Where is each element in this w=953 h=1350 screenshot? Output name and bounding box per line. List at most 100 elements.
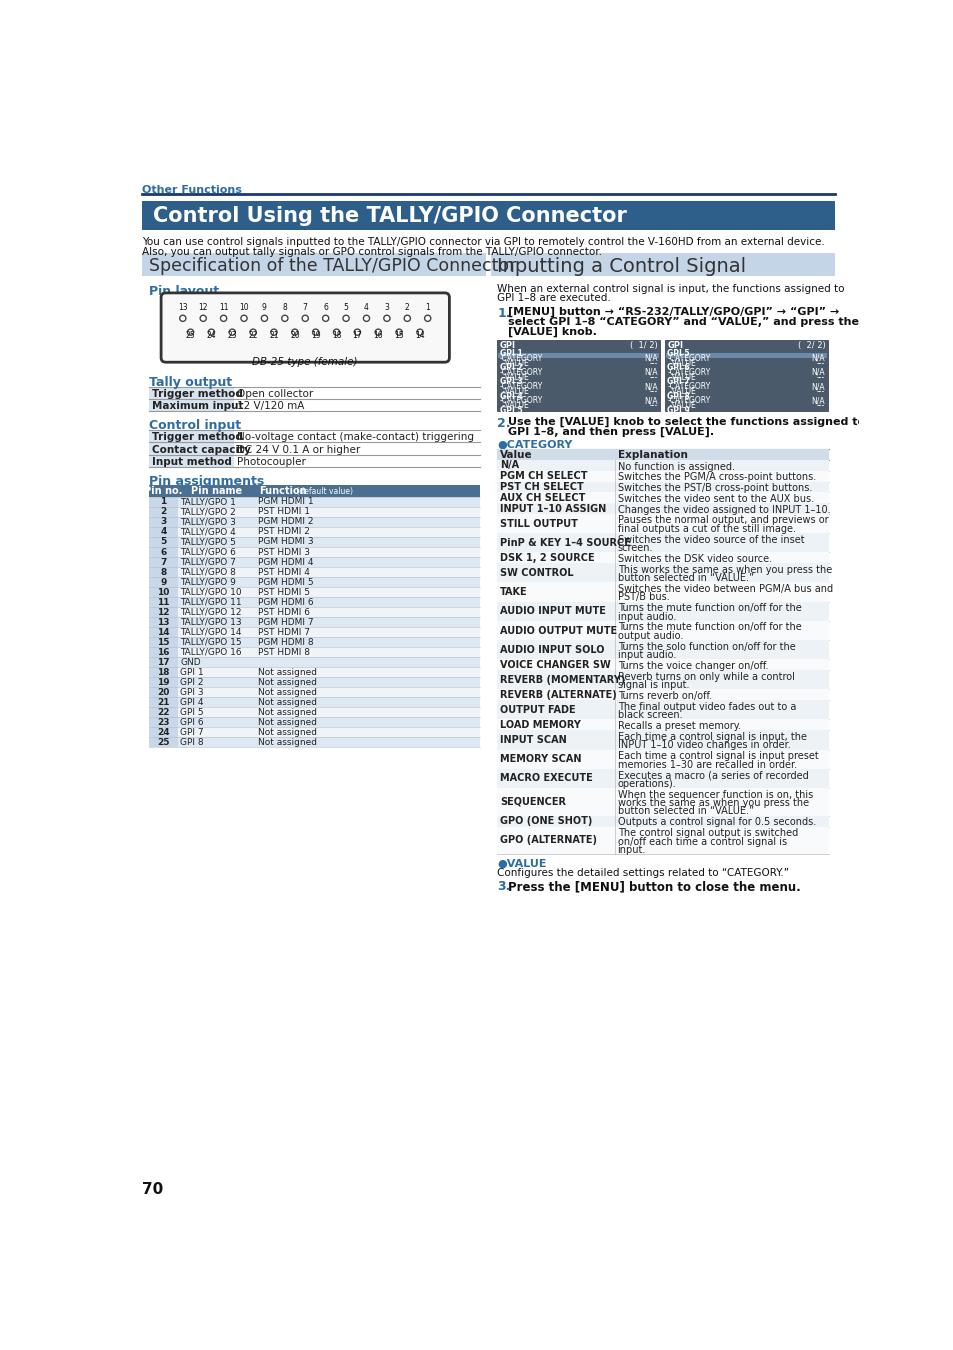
Circle shape: [404, 316, 410, 321]
Text: GPI: GPI: [666, 342, 682, 351]
Text: [MENU] button → “RS-232/TALLY/GPO/GPI” → “GPI” →: [MENU] button → “RS-232/TALLY/GPO/GPI” →…: [508, 306, 839, 317]
Text: output audio.: output audio.: [617, 630, 682, 641]
Text: Explanation: Explanation: [617, 450, 687, 459]
Text: 24: 24: [207, 331, 216, 340]
Bar: [178, 657, 479, 667]
Text: GPI: GPI: [499, 342, 516, 351]
Text: 3: 3: [384, 304, 389, 312]
Text: TALLY/GPO 12: TALLY/GPO 12: [180, 608, 242, 617]
Text: Open collector: Open collector: [236, 389, 313, 400]
Text: 12: 12: [157, 608, 170, 617]
Text: screen.: screen.: [617, 543, 653, 554]
Text: GPI 8: GPI 8: [180, 737, 204, 747]
Circle shape: [302, 316, 308, 321]
Text: 19: 19: [157, 678, 170, 687]
Text: N/A: N/A: [811, 382, 824, 391]
Text: 13: 13: [178, 304, 188, 312]
Text: PGM HDMI 6: PGM HDMI 6: [257, 598, 314, 606]
Text: -VALUE: -VALUE: [499, 359, 528, 367]
Bar: [497, 471, 828, 482]
Text: Value: Value: [499, 450, 532, 459]
Text: AUDIO INPUT SOLO: AUDIO INPUT SOLO: [499, 645, 603, 655]
Text: PGM CH SELECT: PGM CH SELECT: [499, 471, 587, 481]
Text: Pin name: Pin name: [192, 486, 242, 497]
Bar: [149, 558, 178, 567]
Text: Turns the solo function on/off for the: Turns the solo function on/off for the: [617, 641, 795, 652]
Bar: [178, 608, 479, 617]
Text: TAKE: TAKE: [499, 587, 527, 597]
Text: 70: 70: [142, 1183, 164, 1197]
Bar: [178, 497, 479, 508]
Text: 18: 18: [157, 668, 170, 676]
Text: ---: ---: [816, 359, 824, 367]
Bar: [491, 252, 835, 275]
Text: -VALUE: -VALUE: [666, 359, 695, 367]
Text: input audio.: input audio.: [617, 612, 676, 622]
Text: INPUT 1–10 video changes in order.: INPUT 1–10 video changes in order.: [617, 740, 789, 751]
Bar: [233, 387, 479, 400]
Text: Maximum input: Maximum input: [152, 401, 243, 412]
Bar: [178, 567, 479, 576]
Text: Turns the voice changer on/off.: Turns the voice changer on/off.: [617, 662, 767, 671]
Text: 21: 21: [269, 331, 278, 340]
Text: PinP & KEY 1–4 SOURCE: PinP & KEY 1–4 SOURCE: [499, 537, 630, 548]
Text: PGM HDMI 5: PGM HDMI 5: [257, 578, 314, 586]
Text: REVERB (MOMENTARY): REVERB (MOMENTARY): [499, 675, 624, 684]
Text: PST/B bus.: PST/B bus.: [617, 593, 669, 602]
Bar: [149, 707, 178, 717]
Bar: [497, 460, 828, 471]
Circle shape: [334, 329, 339, 335]
Text: AUDIO INPUT MUTE: AUDIO INPUT MUTE: [499, 606, 605, 617]
Bar: [497, 826, 828, 855]
Text: N/A: N/A: [499, 460, 518, 470]
Text: GPI 9: GPI 9: [666, 406, 689, 414]
Bar: [149, 486, 479, 497]
Bar: [178, 587, 479, 597]
Text: INPUT SCAN: INPUT SCAN: [499, 734, 566, 745]
Text: Photocoupler: Photocoupler: [236, 456, 306, 467]
Text: 11: 11: [157, 598, 170, 606]
Bar: [497, 352, 659, 358]
Text: GPI 1: GPI 1: [180, 668, 204, 676]
Bar: [497, 582, 828, 602]
Text: GPO (ALTERNATE): GPO (ALTERNATE): [499, 836, 597, 845]
Bar: [149, 429, 233, 443]
Circle shape: [261, 316, 267, 321]
Text: 20: 20: [290, 331, 299, 340]
Text: SW CONTROL: SW CONTROL: [499, 568, 573, 578]
Bar: [497, 690, 828, 701]
Text: Specification of the TALLY/GPIO Connector: Specification of the TALLY/GPIO Connecto…: [149, 256, 516, 274]
Text: 7: 7: [160, 558, 167, 567]
Bar: [178, 637, 479, 647]
Circle shape: [241, 316, 247, 321]
Text: Turns the mute function on/off for the: Turns the mute function on/off for the: [617, 622, 801, 632]
Bar: [149, 387, 233, 400]
Text: 7: 7: [302, 304, 308, 312]
Text: ●CATEGORY: ●CATEGORY: [497, 440, 572, 450]
Text: 10: 10: [239, 304, 249, 312]
Text: 14: 14: [157, 628, 170, 637]
Text: works the same as when you press the: works the same as when you press the: [617, 798, 808, 809]
Text: Not assigned: Not assigned: [257, 707, 316, 717]
Bar: [149, 657, 178, 667]
Text: -VALUE: -VALUE: [499, 401, 528, 410]
Bar: [497, 504, 828, 514]
Bar: [149, 608, 178, 617]
Text: Control Using the TALLY/GPIO Connector: Control Using the TALLY/GPIO Connector: [153, 207, 626, 225]
Text: 16: 16: [373, 331, 383, 340]
Text: 17: 17: [157, 657, 170, 667]
Text: GPI 4: GPI 4: [180, 698, 204, 706]
Text: 20: 20: [157, 687, 170, 697]
Text: PGM HDMI 8: PGM HDMI 8: [257, 637, 314, 647]
Text: N/A: N/A: [643, 397, 658, 405]
Text: Not assigned: Not assigned: [257, 737, 316, 747]
Circle shape: [229, 329, 235, 335]
Text: 8: 8: [282, 304, 287, 312]
Text: -VALUE: -VALUE: [499, 373, 528, 382]
Bar: [497, 659, 828, 670]
Text: DC 24 V 0.1 A or higher: DC 24 V 0.1 A or higher: [236, 444, 360, 455]
Text: 4: 4: [160, 528, 167, 536]
Text: ---: ---: [649, 401, 658, 410]
Bar: [149, 526, 178, 537]
Bar: [149, 697, 178, 707]
